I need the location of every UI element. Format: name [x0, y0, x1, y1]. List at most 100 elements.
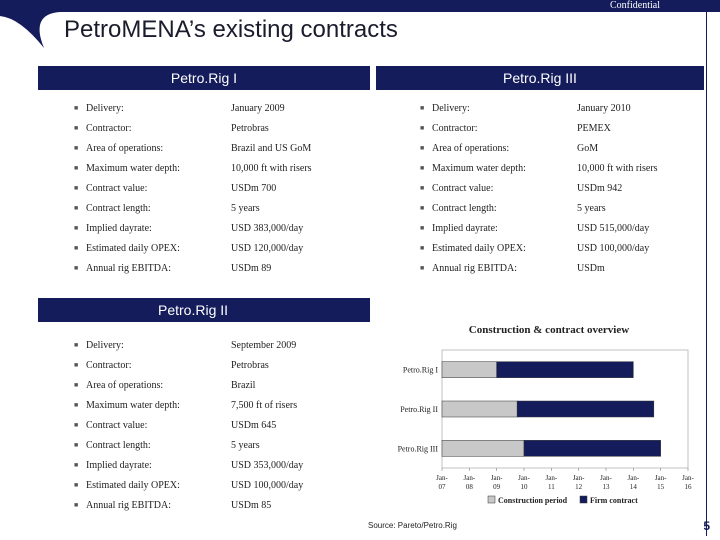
source-note: Source: Pareto/Petro.Rig — [368, 521, 457, 530]
bullet-icon: ■ — [74, 481, 79, 489]
list-item: ■ Area of operations: Brazil — [74, 379, 256, 391]
page-title: PetroMENA’s existing contracts — [64, 16, 398, 43]
bullet-icon: ■ — [74, 501, 79, 509]
list-item: ■ Maximum water depth: 7,500 ft of risers — [74, 399, 298, 411]
list-item: ■ Contract length: 5 years — [74, 202, 260, 214]
page-number: 5 — [703, 519, 710, 533]
list-item: ■ Contract length: 5 years — [420, 202, 606, 214]
list-item: ■ Annual rig EBITDA: USDm 89 — [74, 262, 272, 274]
legend-swatch — [579, 495, 588, 504]
x-tick-label: Jan- — [463, 474, 475, 482]
bullet-icon: ■ — [74, 401, 79, 409]
x-tick-label: Jan- — [655, 474, 667, 482]
list-item: ■ Area of operations: GoM — [420, 142, 599, 154]
legend-label: Firm contract — [590, 496, 638, 505]
bullet-icon: ■ — [420, 104, 425, 112]
x-tick-label: 14 — [630, 483, 638, 491]
bullet-icon: ■ — [420, 264, 425, 272]
bullet-icon: ■ — [74, 124, 79, 132]
bullet-icon: ■ — [74, 264, 79, 272]
category-label: Petro.Rig II — [400, 405, 438, 414]
bullet-icon: ■ — [420, 224, 425, 232]
rig3-banner: Petro.Rig III — [376, 66, 704, 90]
list-item: ■ Estimated daily OPEX: USD 120,000/day — [74, 242, 304, 254]
bullet-icon: ■ — [74, 244, 79, 252]
list-item: ■ Delivery: September 2009 — [74, 339, 297, 351]
x-tick-label: Jan- — [573, 474, 585, 482]
x-tick-label: 07 — [439, 483, 447, 491]
bullet-icon: ■ — [74, 341, 79, 349]
x-tick-label: Jan- — [682, 474, 694, 482]
list-item: ■ Implied dayrate: USD 515,000/day — [420, 222, 650, 234]
bullet-icon: ■ — [74, 461, 79, 469]
x-tick-label: Jan- — [491, 474, 503, 482]
x-tick-label: Jan- — [436, 474, 448, 482]
list-item: ■ Annual rig EBITDA: USDm 85 — [74, 499, 272, 511]
firm-contract-bar — [523, 440, 661, 457]
bullet-icon: ■ — [74, 204, 79, 212]
bullet-icon: ■ — [74, 421, 79, 429]
x-tick-label: 11 — [548, 483, 555, 491]
category-label: Petro.Rig III — [398, 444, 438, 453]
x-tick-label: 10 — [521, 483, 529, 491]
list-item: ■ Delivery: January 2009 — [74, 102, 285, 114]
rig2-banner: Petro.Rig II — [38, 298, 370, 322]
list-item: ■ Contractor: PEMEX — [420, 122, 611, 134]
firm-contract-bar — [496, 361, 634, 378]
x-tick-label: 12 — [575, 483, 583, 491]
list-item: ■ Contract length: 5 years — [74, 439, 260, 451]
list-item: ■ Delivery: January 2010 — [420, 102, 631, 114]
x-tick-label: 16 — [685, 483, 693, 491]
legend-label: Construction period — [498, 496, 568, 505]
bullet-icon: ■ — [74, 361, 79, 369]
list-item: ■ Annual rig EBITDA: USDm — [420, 262, 605, 274]
list-item: ■ Estimated daily OPEX: USD 100,000/day — [420, 242, 650, 254]
x-tick-label: 15 — [657, 483, 665, 491]
construction-bar — [441, 400, 518, 418]
rig1-banner: Petro.Rig I — [38, 66, 370, 90]
firm-contract-bar — [516, 400, 655, 418]
bullet-icon: ■ — [420, 164, 425, 172]
x-tick-label: 13 — [603, 483, 611, 491]
x-tick-label: Jan- — [627, 474, 639, 482]
confidential-label: Confidential — [610, 0, 660, 11]
bullet-icon: ■ — [420, 144, 425, 152]
bullet-icon: ■ — [74, 104, 79, 112]
legend-swatch — [487, 495, 496, 504]
rig1-details: ■ Delivery: January 2009 ■ Contractor: Petro… — [74, 98, 312, 278]
construction-chart: Construction & contract overview Petro.R… — [398, 324, 694, 505]
bullet-icon: ■ — [420, 204, 425, 212]
bullet-icon: ■ — [420, 184, 425, 192]
rig2-details: ■ Delivery: September 2009 ■ Contractor: Pet… — [74, 335, 303, 515]
list-item: ■ Contract value: USDm 700 — [74, 182, 277, 194]
x-tick-label: 08 — [466, 483, 474, 491]
bullet-icon: ■ — [74, 381, 79, 389]
list-item: ■ Maximum water depth: 10,000 ft with rise… — [420, 162, 658, 174]
list-item: ■ Contractor: Petrobras — [74, 122, 269, 134]
x-tick-label: Jan- — [545, 474, 557, 482]
list-item: ■ Contract value: USDm 645 — [74, 419, 277, 431]
list-item: ■ Area of operations: Brazil and US GoM — [74, 142, 312, 154]
list-item: ■ Estimated daily OPEX: USD 100,000/day — [74, 479, 304, 491]
bullet-icon: ■ — [74, 441, 79, 449]
category-label: Petro.Rig I — [403, 366, 438, 375]
top-band: Confidential — [0, 0, 720, 12]
list-item: ■ Contractor: Petrobras — [74, 359, 269, 371]
list-item: ■ Implied dayrate: USD 383,000/day — [74, 222, 304, 234]
chart-plot: Petro.Rig I Petro.Rig II Petro.Rig III Jan-… — [398, 349, 694, 505]
chart-title: Construction & contract overview — [469, 324, 629, 336]
bullet-icon: ■ — [420, 124, 425, 132]
bullet-icon: ■ — [420, 244, 425, 252]
right-border-line — [706, 12, 707, 536]
construction-bar — [441, 440, 525, 457]
bullet-icon: ■ — [74, 144, 79, 152]
bullet-icon: ■ — [74, 224, 79, 232]
construction-bar — [441, 361, 497, 378]
bullet-icon: ■ — [74, 164, 79, 172]
list-item: ■ Implied dayrate: USD 353,000/day — [74, 459, 304, 471]
x-tick-label: 09 — [493, 483, 501, 491]
x-tick-label: Jan- — [518, 474, 530, 482]
x-tick-label: Jan- — [600, 474, 612, 482]
bullet-icon: ■ — [74, 184, 79, 192]
rig3-details: ■ Delivery: January 2010 ■ Contractor: PEMEX… — [420, 98, 658, 278]
